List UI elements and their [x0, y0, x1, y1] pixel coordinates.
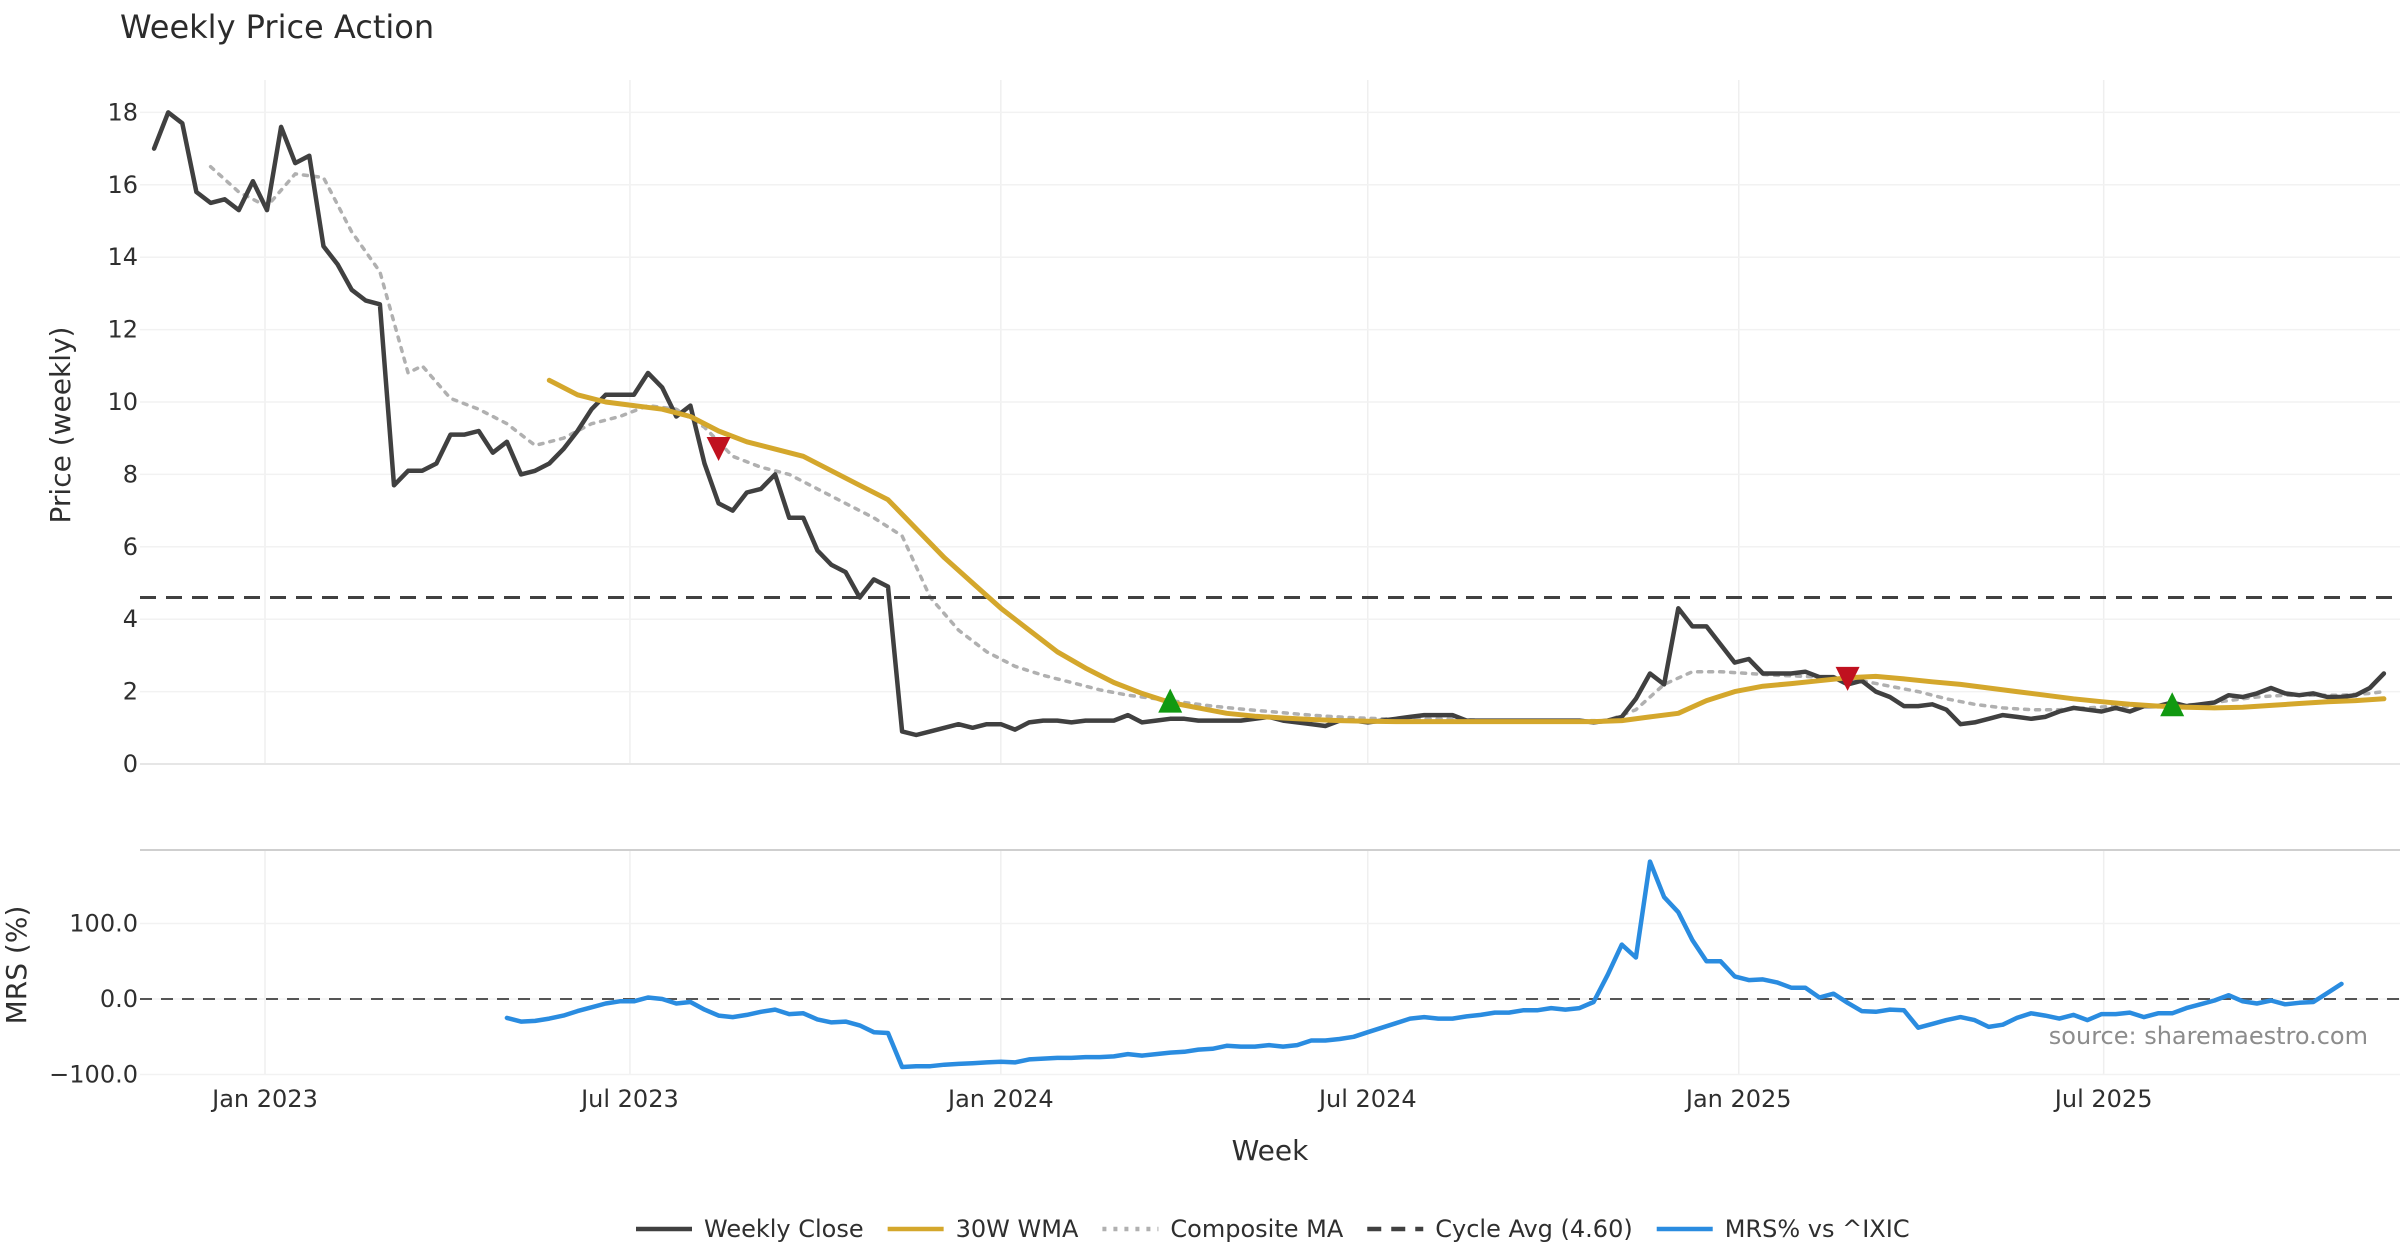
x-axis-label: Week: [1232, 1134, 1309, 1167]
sell-signal-marker: [1835, 666, 1860, 691]
y-tick-label: 8: [123, 460, 138, 488]
y-tick-label: 10: [107, 388, 138, 416]
y-tick-label: 100.0: [69, 910, 138, 938]
legend-label: 30W WMA: [956, 1215, 1079, 1243]
legend-item-cycle-avg-4-60: Cycle Avg (4.60): [1367, 1215, 1633, 1243]
weekly-close-line: [151, 110, 2387, 738]
x-tick-label: Jul 2024: [1317, 1085, 1417, 1113]
y-tick-label: 0.0: [100, 985, 138, 1013]
legend-label: Cycle Avg (4.60): [1435, 1215, 1632, 1243]
x-ticks: Jan 2023 Jul 2023 Jan 2024 Jul 2024 Jan 2025…: [210, 1085, 2152, 1113]
y-tick-label: 12: [107, 316, 138, 344]
signal-markers: [706, 437, 2185, 717]
sell-signal-marker: [706, 437, 731, 462]
legend-label: MRS% vs ^IXIC: [1725, 1215, 1910, 1243]
legend-item-weekly-close: Weekly Close: [636, 1215, 864, 1243]
legend-item-mrs-vs-ixic: MRS% vs ^IXIC: [1656, 1215, 1910, 1243]
x-tick-label: Jul 2025: [2053, 1085, 2153, 1113]
price-y-ticks: 0 2 4 6 8 10 12 14 16 18: [107, 98, 138, 778]
mrs-gridlines: [140, 850, 2400, 1076]
y-tick-label: 18: [107, 98, 138, 126]
30w-wma-line: [546, 377, 2387, 725]
y-tick-label: 14: [107, 243, 138, 271]
y-tick-label: 0: [123, 750, 138, 778]
y-tick-label: 16: [107, 171, 138, 199]
y-tick-label: 4: [123, 605, 138, 633]
buy-signal-marker: [1158, 688, 1183, 713]
price-gridlines: [140, 80, 2400, 765]
x-tick-label: Jan 2023: [210, 1085, 318, 1113]
legend-item-30w-wma: 30W WMA: [887, 1215, 1079, 1243]
source-annotation: source: sharemaestro.com: [2049, 1022, 2368, 1050]
y-tick-label: 2: [123, 678, 138, 706]
mrs-y-axis-label: MRS (%): [0, 906, 33, 1025]
legend-item-composite-ma: Composite MA: [1102, 1215, 1344, 1243]
legend-label: Composite MA: [1170, 1215, 1343, 1243]
buy-signal-marker: [2160, 692, 2185, 717]
legend-label: Weekly Close: [704, 1215, 864, 1243]
mrs-vs-ixic-line: [504, 859, 2344, 1070]
x-tick-label: Jan 2024: [946, 1085, 1054, 1113]
price-series: [140, 110, 2400, 738]
composite-ma-line: [208, 164, 2386, 723]
y-tick-label: 6: [123, 533, 138, 561]
price-y-axis-label: Price (weekly): [44, 327, 77, 524]
x-tick-label: Jan 2025: [1684, 1085, 1792, 1113]
legend: Weekly Close 30W WMA Composite MA Cycle Avg…: [636, 1215, 1910, 1243]
y-tick-label: −100.0: [49, 1061, 138, 1089]
chart-title: Weekly Price Action: [120, 8, 434, 46]
mrs-y-ticks: −100.0 0.0 100.0: [49, 910, 138, 1089]
x-tick-label: Jul 2023: [579, 1085, 679, 1113]
mrs-series: [504, 859, 2344, 1070]
